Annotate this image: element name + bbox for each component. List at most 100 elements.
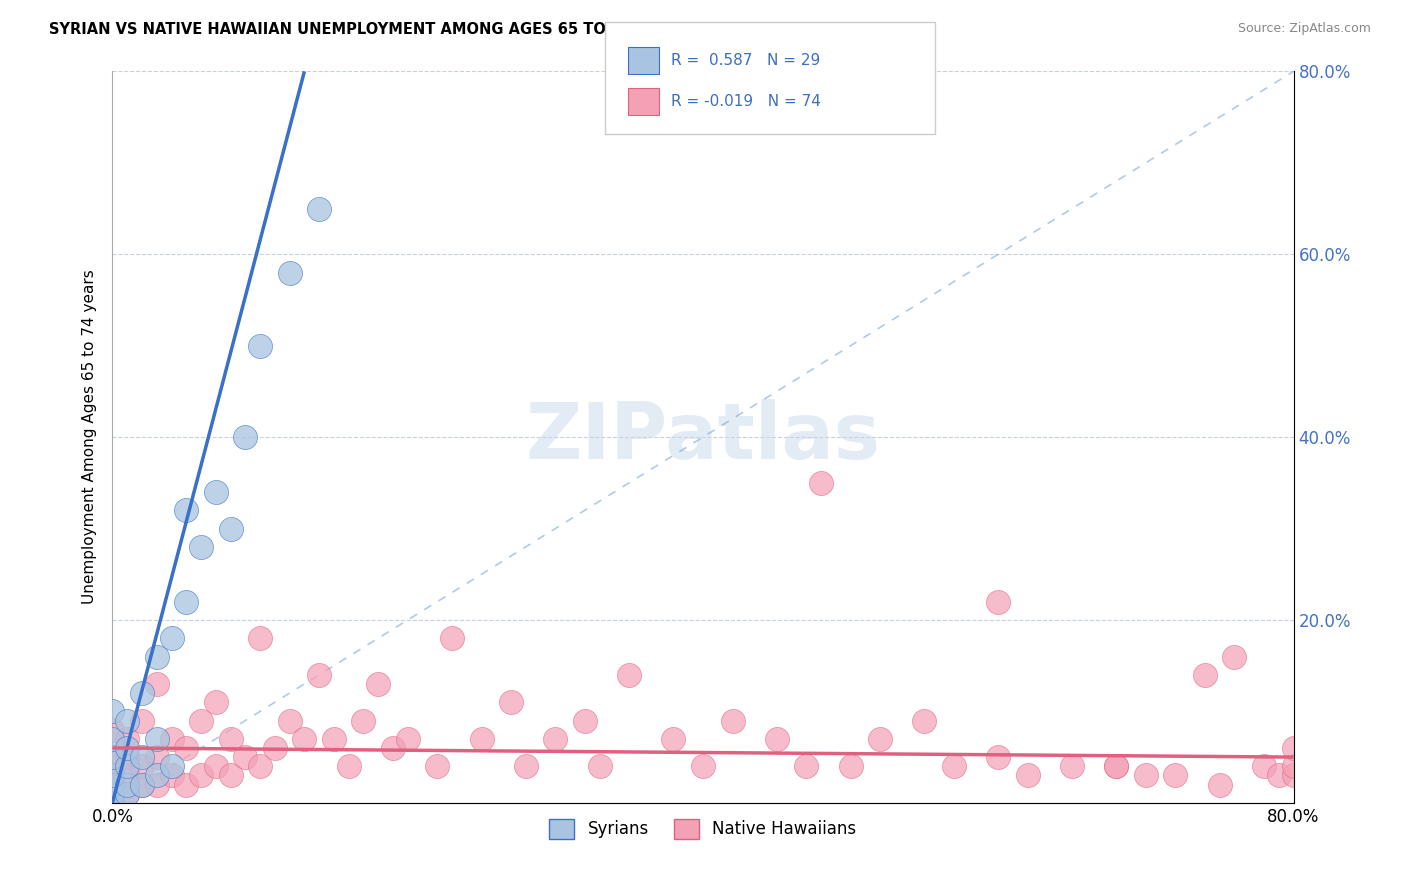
Point — [146, 768, 169, 782]
Point — [249, 759, 271, 773]
Point — [914, 714, 936, 728]
Point — [117, 750, 138, 764]
Point — [278, 714, 301, 728]
Point — [662, 731, 685, 746]
Point — [101, 723, 124, 737]
Point — [1268, 768, 1291, 782]
Point — [219, 521, 242, 535]
Point — [721, 714, 744, 728]
Point — [101, 768, 124, 782]
Point — [1062, 759, 1084, 773]
Point — [1105, 759, 1128, 773]
Point — [219, 768, 242, 782]
Point — [426, 759, 449, 773]
Point — [174, 778, 197, 792]
Text: R = -0.019   N = 74: R = -0.019 N = 74 — [671, 95, 821, 109]
Point — [382, 740, 405, 755]
Point — [146, 750, 169, 764]
Point — [131, 778, 153, 792]
Point — [1164, 768, 1187, 782]
Point — [1282, 740, 1305, 755]
Point — [117, 759, 138, 773]
Point — [174, 594, 197, 608]
Point — [1282, 768, 1305, 782]
Point — [501, 695, 523, 709]
Point — [117, 768, 138, 782]
Point — [146, 649, 169, 664]
Point — [233, 750, 256, 764]
Point — [160, 768, 183, 782]
Point — [117, 714, 138, 728]
Y-axis label: Unemployment Among Ages 65 to 74 years: Unemployment Among Ages 65 to 74 years — [82, 269, 97, 605]
Point — [323, 731, 346, 746]
Point — [1208, 778, 1232, 792]
Point — [278, 266, 301, 280]
Point — [101, 768, 124, 782]
Point — [219, 731, 242, 746]
Text: Source: ZipAtlas.com: Source: ZipAtlas.com — [1237, 22, 1371, 36]
Point — [470, 731, 494, 746]
Point — [160, 731, 183, 746]
Point — [205, 485, 228, 500]
Point — [1223, 649, 1246, 664]
Point — [796, 759, 818, 773]
Point — [249, 338, 271, 352]
Point — [367, 677, 389, 691]
Point — [308, 202, 330, 216]
Point — [987, 750, 1010, 764]
Point — [146, 677, 169, 691]
Point — [101, 705, 124, 719]
Point — [190, 768, 212, 782]
Point — [264, 740, 287, 755]
Point — [249, 632, 271, 646]
Point — [101, 778, 124, 792]
Point — [292, 731, 315, 746]
Point — [117, 787, 138, 801]
Point — [233, 430, 256, 444]
Point — [1194, 667, 1216, 681]
Point — [131, 759, 153, 773]
Point — [101, 796, 124, 810]
Point — [810, 475, 832, 490]
Point — [515, 759, 537, 773]
Point — [101, 778, 124, 792]
Point — [131, 778, 153, 792]
Point — [544, 731, 567, 746]
Point — [942, 759, 965, 773]
Point — [131, 686, 153, 700]
Point — [574, 714, 596, 728]
Point — [117, 778, 138, 792]
Point — [352, 714, 374, 728]
Text: SYRIAN VS NATIVE HAWAIIAN UNEMPLOYMENT AMONG AGES 65 TO 74 YEARS CORRELATION CHA: SYRIAN VS NATIVE HAWAIIAN UNEMPLOYMENT A… — [49, 22, 872, 37]
Point — [987, 594, 1010, 608]
Point — [174, 740, 197, 755]
Point — [101, 750, 124, 764]
Point — [337, 759, 360, 773]
Point — [766, 731, 789, 746]
Point — [131, 750, 153, 764]
Point — [441, 632, 464, 646]
Point — [692, 759, 714, 773]
Point — [117, 731, 138, 746]
Point — [146, 731, 169, 746]
Point — [117, 787, 138, 801]
Point — [205, 695, 228, 709]
Point — [101, 787, 124, 801]
Point — [117, 740, 138, 755]
Point — [101, 796, 124, 810]
Point — [160, 759, 183, 773]
Point — [1135, 768, 1157, 782]
Point — [160, 632, 183, 646]
Point — [869, 731, 891, 746]
Point — [101, 787, 124, 801]
Point — [190, 714, 212, 728]
Point — [396, 731, 419, 746]
Point — [101, 731, 124, 746]
Point — [619, 667, 641, 681]
Point — [101, 750, 124, 764]
Point — [1105, 759, 1128, 773]
Point — [1253, 759, 1275, 773]
Point — [839, 759, 862, 773]
Point — [190, 540, 212, 554]
Legend: Syrians, Native Hawaiians: Syrians, Native Hawaiians — [543, 812, 863, 846]
